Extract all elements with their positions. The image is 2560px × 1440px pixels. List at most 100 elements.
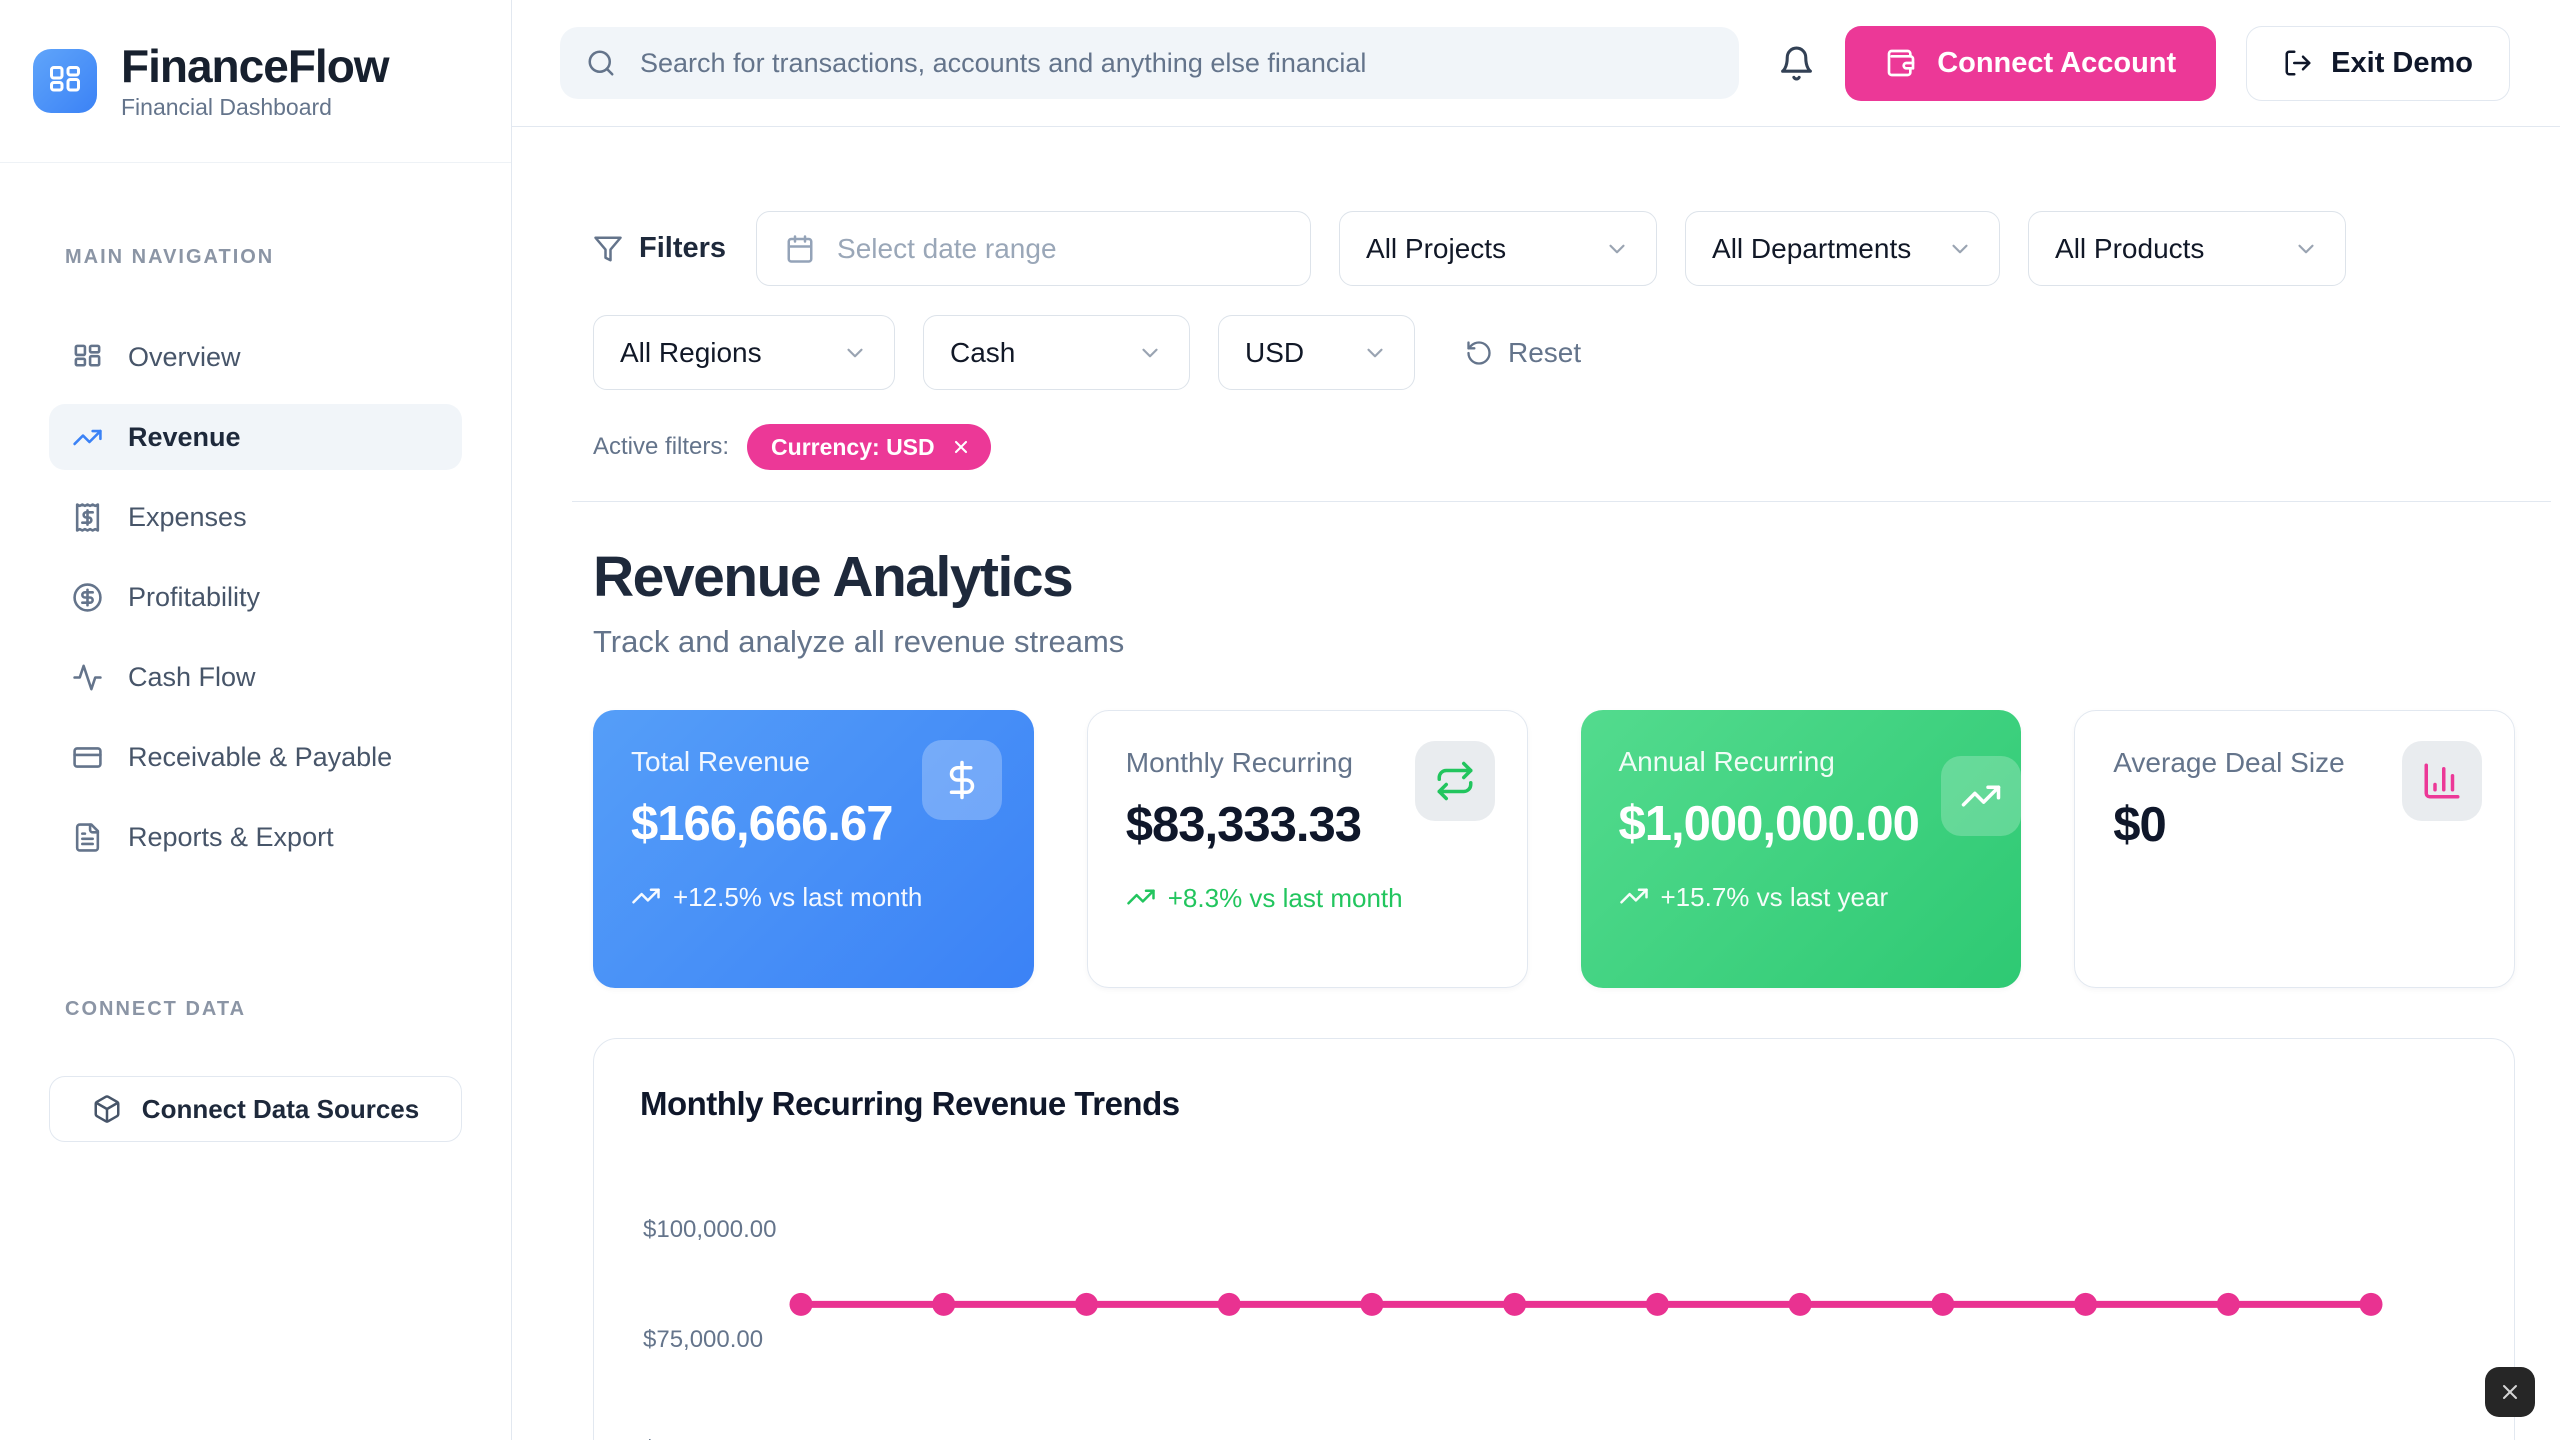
file-text-icon xyxy=(75,822,100,852)
data-point[interactable] xyxy=(1217,1292,1241,1316)
nav-list: Overview Revenue Expenses Profitability … xyxy=(49,324,462,870)
accounting-basis-value: Cash xyxy=(950,336,1016,368)
data-point[interactable] xyxy=(1931,1292,1955,1316)
credit-card-icon xyxy=(73,746,102,768)
exit-demo-button[interactable]: Exit Demo xyxy=(2246,25,2510,101)
projects-filter-dropdown[interactable]: All Projects xyxy=(1339,211,1658,286)
brand: FinanceFlow Financial Dashboard xyxy=(0,0,511,163)
data-point[interactable] xyxy=(1503,1292,1527,1316)
filters-row-1: Filters Select date range All Projects A… xyxy=(593,211,2515,286)
metric-cards: Total Revenue $166,666.67 +12.5% vs last… xyxy=(593,710,2515,988)
sidebar-item-revenue[interactable]: Revenue xyxy=(49,404,462,470)
reset-filters-button[interactable]: Reset xyxy=(1465,337,1581,369)
data-point[interactable] xyxy=(1360,1292,1384,1316)
filters-label-text: Filters xyxy=(639,232,727,264)
sidebar: FinanceFlow Financial Dashboard MAIN NAV… xyxy=(0,0,512,1440)
filters-row-2: All Regions Cash USD Reset xyxy=(593,315,2515,390)
active-filters-label: Active filters: xyxy=(593,433,730,460)
nav-item-label: Expenses xyxy=(128,501,247,532)
search-input[interactable] xyxy=(560,27,1739,99)
nav-item-label: Revenue xyxy=(128,421,241,452)
app-title: FinanceFlow xyxy=(121,39,390,92)
metric-trend: +8.3% vs last month xyxy=(1126,881,1426,916)
chevron-down-icon xyxy=(2298,244,2314,253)
chevron-down-icon xyxy=(1367,348,1383,357)
active-filters-row: Active filters: Currency: USD xyxy=(593,424,2515,470)
trending-up-icon xyxy=(632,888,660,904)
data-point[interactable] xyxy=(2074,1292,2098,1316)
nav-item-label: Reports & Export xyxy=(128,821,334,852)
products-filter-value: All Products xyxy=(2055,232,2205,264)
chevron-down-icon xyxy=(1952,244,1968,253)
funnel-icon xyxy=(594,236,622,261)
chevron-down-icon xyxy=(1609,244,1625,253)
reset-label: Reset xyxy=(1508,336,1582,368)
trending-up-icon xyxy=(73,429,102,445)
y-axis-tick-label: $100,000.00 xyxy=(643,1216,777,1243)
search-icon xyxy=(588,50,614,76)
bar-chart-icon xyxy=(2402,741,2482,821)
x-icon[interactable] xyxy=(951,437,971,457)
calendar-icon xyxy=(787,234,813,263)
y-axis-tick-label: $50,000.00 xyxy=(643,1436,763,1440)
sidebar-item-profitability[interactable]: Profitability xyxy=(49,564,462,630)
products-filter-dropdown[interactable]: All Products xyxy=(2028,211,2347,286)
bell-icon xyxy=(1781,46,1813,80)
repeat-icon xyxy=(1414,741,1495,821)
regions-filter-dropdown[interactable]: All Regions xyxy=(593,315,895,390)
connect-account-button[interactable]: Connect Account xyxy=(1845,25,2217,101)
data-point[interactable] xyxy=(2216,1292,2240,1316)
metric-value: $166,666.67 xyxy=(631,797,893,851)
projects-filter-value: All Projects xyxy=(1366,232,1507,264)
accounting-basis-dropdown[interactable]: Cash xyxy=(923,315,1190,390)
search-box[interactable] xyxy=(560,27,1739,99)
nav-section-label: MAIN NAVIGATION xyxy=(65,246,275,268)
connect-data-sources-button[interactable]: Connect Data Sources xyxy=(49,1076,462,1142)
connect-data-sources-label: Connect Data Sources xyxy=(141,1093,420,1124)
nav-item-label: Profitability xyxy=(128,581,261,612)
close-button[interactable] xyxy=(2485,1367,2535,1417)
connect-section-label: CONNECT DATA xyxy=(65,998,247,1020)
wallet-icon xyxy=(1887,49,1915,77)
date-range-input[interactable]: Select date range xyxy=(756,211,1312,286)
metric-value: $83,333.33 xyxy=(1125,798,1362,852)
receipt-icon xyxy=(75,502,100,532)
chart-title: Monthly Recurring Revenue Trends xyxy=(640,1085,1180,1122)
sidebar-item-reports-export[interactable]: Reports & Export xyxy=(49,804,462,870)
sidebar-item-expenses[interactable]: Expenses xyxy=(49,484,462,550)
metric-label: Annual Recurring xyxy=(1618,746,1835,777)
metric-card-annual-recurring: Annual Recurring $1,000,000.00 +15.7% vs… xyxy=(1580,710,2022,988)
circle-dollar-icon xyxy=(73,582,102,612)
page-subtitle: Track and analyze all revenue streams xyxy=(593,624,1125,659)
departments-filter-dropdown[interactable]: All Departments xyxy=(1685,211,2001,286)
currency-filter-chip[interactable]: Currency: USD xyxy=(747,424,991,470)
regions-filter-value: All Regions xyxy=(620,336,762,368)
data-point[interactable] xyxy=(2359,1292,2383,1316)
revenue-trend-plot: $100,000.00 $75,000.00 $50,000.00 xyxy=(640,1183,2468,1440)
cube-icon xyxy=(94,1095,120,1123)
metric-trend-text: +15.7% vs last year xyxy=(1660,882,1889,912)
data-point[interactable] xyxy=(789,1292,813,1316)
data-point[interactable] xyxy=(1074,1292,1098,1316)
app-logo-icon xyxy=(33,49,97,113)
dollar-sign-icon xyxy=(921,740,1002,820)
sidebar-item-overview[interactable]: Overview xyxy=(49,324,462,390)
connect-data-section: CONNECT DATA Connect Data Sources xyxy=(0,998,511,1142)
data-point[interactable] xyxy=(1788,1292,1812,1316)
topbar: Connect Account Exit Demo xyxy=(512,0,2560,127)
metric-trend-text: +8.3% vs last month xyxy=(1167,883,1403,913)
trending-up-icon xyxy=(1619,888,1648,904)
sidebar-item-receivable-payable[interactable]: Receivable & Payable xyxy=(49,724,462,790)
chevron-down-icon xyxy=(1142,348,1158,357)
data-point[interactable] xyxy=(932,1292,956,1316)
notifications-button[interactable] xyxy=(1778,45,1815,82)
departments-filter-value: All Departments xyxy=(1712,232,1912,264)
date-range-placeholder: Select date range xyxy=(837,232,1057,264)
sidebar-item-cash-flow[interactable]: Cash Flow xyxy=(49,644,462,710)
metric-trend: +15.7% vs last year xyxy=(1619,880,1919,915)
currency-filter-chip-label: Currency: USD xyxy=(771,433,935,460)
metric-label: Average Deal Size xyxy=(2113,747,2345,778)
activity-icon xyxy=(73,664,102,690)
currency-dropdown[interactable]: USD xyxy=(1218,315,1415,390)
data-point[interactable] xyxy=(1645,1292,1669,1316)
